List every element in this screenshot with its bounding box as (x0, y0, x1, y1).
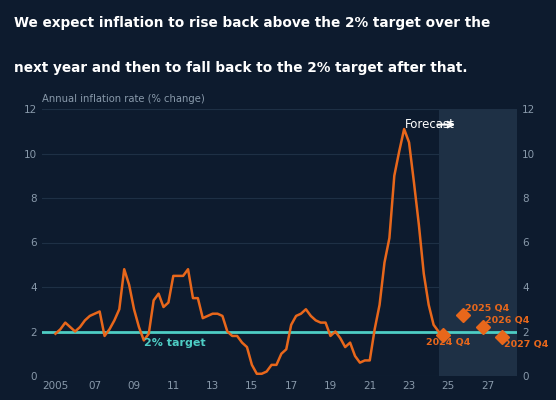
Text: Forecast: Forecast (405, 118, 455, 131)
Text: 2025 Q4: 2025 Q4 (465, 304, 509, 313)
Text: 2027 Q4: 2027 Q4 (504, 340, 549, 349)
Bar (439, 109, 517, 376)
Text: 2% target: 2% target (144, 338, 206, 348)
Text: 2026 Q4: 2026 Q4 (485, 316, 529, 325)
Text: We expect inflation to rise back above the 2% target over the: We expect inflation to rise back above t… (14, 16, 490, 30)
Text: next year and then to fall back to the 2% target after that.: next year and then to fall back to the 2… (14, 61, 468, 75)
Text: Annual inflation rate (% change): Annual inflation rate (% change) (42, 94, 205, 104)
Text: 2024 Q4: 2024 Q4 (426, 338, 470, 347)
